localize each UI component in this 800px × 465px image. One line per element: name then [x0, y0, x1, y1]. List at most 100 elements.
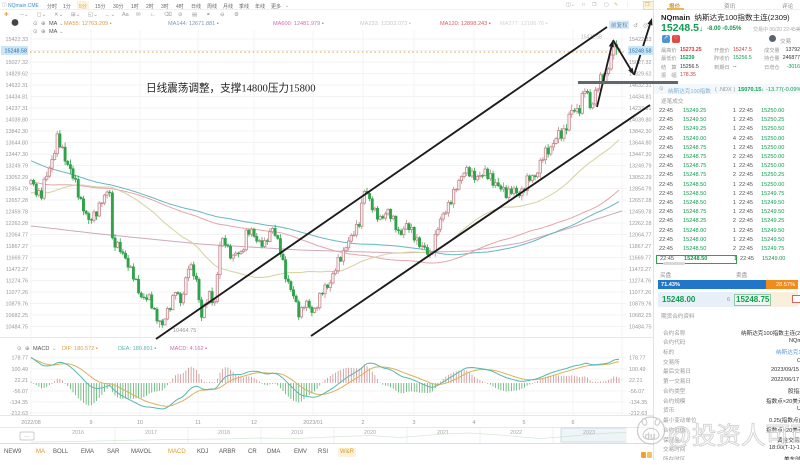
svg-text:2023/01: 2023/01 — [303, 420, 323, 426]
svg-text:2018: 2018 — [218, 430, 230, 436]
svg-text:11669.77: 11669.77 — [6, 256, 28, 262]
svg-text:22.21: 22.21 — [629, 378, 643, 384]
svg-text:-134.35: -134.35 — [629, 400, 647, 406]
svg-text:13842.30: 13842.30 — [6, 129, 28, 135]
svg-text:···: ··· — [24, 434, 30, 440]
svg-text:11: 11 — [195, 420, 201, 426]
svg-text:11472.27: 11472.27 — [6, 267, 28, 273]
svg-text:14434.81: 14434.81 — [629, 95, 651, 101]
svg-text:MA120: 12898.243 ▪: MA120: 12898.243 ▪ — [440, 21, 491, 27]
svg-text:100.49: 100.49 — [12, 367, 29, 373]
svg-text:13447.30: 13447.30 — [629, 152, 651, 158]
svg-text:3: 3 — [413, 420, 416, 426]
svg-text:9: 9 — [90, 420, 93, 426]
svg-text:10484.75: 10484.75 — [6, 325, 28, 331]
svg-text:14039.80: 14039.80 — [629, 118, 651, 124]
svg-text:14632.31: 14632.31 — [629, 83, 651, 89]
svg-text:-134.35: -134.35 — [10, 400, 28, 406]
svg-text:MA: MA — [49, 29, 58, 35]
svg-text:11867.27: 11867.27 — [6, 244, 28, 250]
svg-text:⊕: ⊕ — [41, 29, 46, 35]
svg-text:10879.76: 10879.76 — [6, 302, 28, 308]
svg-text:13249.79: 13249.79 — [6, 164, 28, 170]
svg-text:14237.31: 14237.31 — [629, 106, 651, 112]
svg-text:2019: 2019 — [291, 430, 303, 436]
svg-text:⌄: ⌄ — [52, 346, 57, 352]
svg-text:-56.07: -56.07 — [13, 389, 28, 395]
svg-text:MACD: MACD — [33, 346, 49, 352]
svg-text:11077.26: 11077.26 — [6, 290, 28, 296]
svg-text:15248.58: 15248.58 — [629, 49, 651, 55]
svg-text:2021: 2021 — [437, 430, 449, 436]
svg-text:12: 12 — [251, 420, 257, 426]
svg-text:前复权: 前复权 — [611, 21, 628, 29]
svg-text:178.77: 178.77 — [12, 356, 29, 362]
svg-text:⊙: ⊙ — [17, 346, 22, 352]
svg-text:10879.76: 10879.76 — [629, 302, 651, 308]
svg-text:14434.81: 14434.81 — [6, 95, 28, 101]
svg-text:13644.80: 13644.80 — [6, 141, 28, 147]
svg-text:12854.79: 12854.79 — [6, 187, 28, 193]
svg-text:13052.29: 13052.29 — [629, 175, 651, 181]
svg-text:12459.78: 12459.78 — [6, 210, 28, 216]
svg-text:-56.07: -56.07 — [629, 389, 644, 395]
svg-text:11274.76: 11274.76 — [6, 279, 28, 285]
svg-text:11274.76: 11274.76 — [629, 279, 651, 285]
svg-text:⌄: ⌄ — [59, 29, 64, 35]
svg-text:MA233: 12303.073 ▪: MA233: 12303.073 ▪ — [360, 21, 411, 27]
svg-text:13249.79: 13249.79 — [629, 164, 651, 170]
svg-text:DEA: 180.891 ▪: DEA: 180.891 ▪ — [118, 346, 156, 352]
svg-text:2016: 2016 — [72, 430, 84, 436]
svg-text:10484.75: 10484.75 — [629, 325, 651, 331]
svg-text:5: 5 — [523, 420, 526, 426]
svg-text:2023: 2023 — [583, 430, 595, 436]
svg-text:⊙: ⊙ — [33, 29, 38, 35]
svg-text:2020: 2020 — [364, 430, 376, 436]
svg-text:日线震荡调整，支撑14800压力15800: 日线震荡调整，支撑14800压力15800 — [146, 82, 316, 95]
svg-text:13644.80: 13644.80 — [629, 141, 651, 147]
svg-text:14829.62: 14829.62 — [6, 72, 28, 78]
svg-text:2017: 2017 — [145, 430, 157, 436]
svg-text:15027.32: 15027.32 — [629, 60, 651, 66]
svg-text:15248.58: 15248.58 — [5, 49, 27, 55]
svg-text:-212.63: -212.63 — [10, 411, 28, 417]
svg-text:14039.80: 14039.80 — [6, 118, 28, 124]
svg-text:14829.62: 14829.62 — [629, 72, 651, 78]
svg-text:MA600: 12481.979 ▪: MA600: 12481.979 ▪ — [273, 21, 324, 27]
svg-text:10682.25: 10682.25 — [6, 313, 28, 319]
svg-text:-212.63: -212.63 — [629, 411, 647, 417]
svg-text:11077.26: 11077.26 — [629, 290, 651, 296]
svg-text:12262.28: 12262.28 — [629, 221, 651, 227]
svg-text:12657.28: 12657.28 — [6, 198, 28, 204]
svg-text:DIF: 180.572 ▪: DIF: 180.572 ▪ — [62, 346, 98, 352]
svg-text:MACD: 4.162 ▪: MACD: 4.162 ▪ — [170, 346, 207, 352]
svg-text:11472.27: 11472.27 — [629, 267, 651, 273]
svg-text:12262.28: 12262.28 — [6, 221, 28, 227]
svg-text:14632.31: 14632.31 — [6, 83, 28, 89]
svg-text:⊕: ⊕ — [25, 346, 30, 352]
svg-text:⊙: ⊙ — [643, 24, 648, 30]
svg-text:13052.29: 13052.29 — [6, 175, 28, 181]
svg-text:15027.32: 15027.32 — [6, 60, 28, 66]
svg-text:⌄: ⌄ — [59, 21, 64, 27]
svg-text:15422.33: 15422.33 — [6, 37, 28, 43]
svg-text:12064.77: 12064.77 — [629, 233, 651, 239]
svg-text:12459.78: 12459.78 — [629, 210, 651, 216]
svg-text:10: 10 — [137, 420, 143, 426]
svg-text:11669.77: 11669.77 — [629, 256, 651, 262]
svg-text:14237.31: 14237.31 — [6, 106, 28, 112]
svg-text:11867.27: 11867.27 — [629, 244, 651, 250]
svg-text:MA377: 12186.76 ▪: MA377: 12186.76 ▪ — [500, 21, 548, 27]
svg-text:6: 6 — [572, 420, 575, 426]
svg-text:2: 2 — [362, 420, 365, 426]
svg-text:22.21: 22.21 — [15, 378, 29, 384]
svg-text:10682.25: 10682.25 — [629, 313, 651, 319]
svg-text:178.77: 178.77 — [629, 356, 646, 362]
svg-text:13447.30: 13447.30 — [6, 152, 28, 158]
svg-text:⊕: ⊕ — [41, 21, 46, 27]
svg-text:2022: 2022 — [510, 430, 522, 436]
svg-text:12064.77: 12064.77 — [6, 233, 28, 239]
svg-text:12657.28: 12657.28 — [629, 198, 651, 204]
svg-text:15422.33: 15422.33 — [629, 37, 651, 43]
svg-text:12854.79: 12854.79 — [629, 187, 651, 193]
